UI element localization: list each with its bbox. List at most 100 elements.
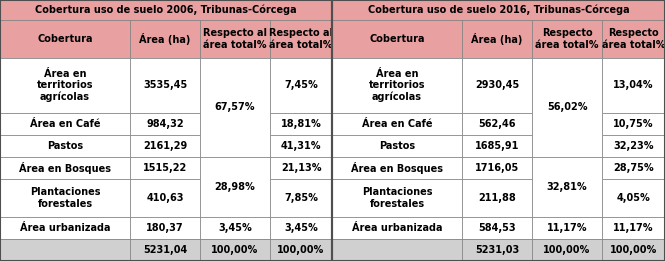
Text: Respecto
área total%: Respecto área total% — [602, 28, 665, 50]
Text: Pastos: Pastos — [47, 141, 83, 151]
Bar — [0, 217, 130, 239]
Bar — [270, 217, 332, 239]
Text: 7,85%: 7,85% — [284, 193, 318, 203]
Text: Respecto al
área total%: Respecto al área total% — [203, 28, 267, 50]
Bar — [0, 20, 130, 58]
Bar — [462, 113, 532, 135]
Text: 1685,91: 1685,91 — [475, 141, 519, 151]
Text: Cobertura: Cobertura — [37, 34, 92, 44]
Text: 2161,29: 2161,29 — [143, 141, 187, 151]
Text: 984,32: 984,32 — [146, 119, 184, 129]
Bar — [332, 239, 462, 261]
Bar — [270, 239, 332, 261]
Text: 11,17%: 11,17% — [613, 223, 654, 233]
Bar — [270, 157, 332, 179]
Text: Pastos: Pastos — [379, 141, 415, 151]
Text: 41,31%: 41,31% — [281, 141, 321, 151]
Text: 1716,05: 1716,05 — [475, 163, 519, 173]
Bar — [0, 157, 130, 179]
Text: 5231,03: 5231,03 — [475, 245, 519, 255]
Bar — [462, 135, 532, 157]
Text: 3,45%: 3,45% — [218, 223, 252, 233]
Text: 3535,45: 3535,45 — [143, 80, 187, 91]
Bar — [602, 239, 665, 261]
Bar — [130, 135, 200, 157]
Bar — [130, 20, 200, 58]
Bar — [602, 135, 665, 157]
Bar — [0, 0, 332, 261]
Bar — [332, 0, 665, 261]
Bar — [462, 217, 532, 239]
Bar — [200, 58, 270, 157]
Bar — [130, 239, 200, 261]
Text: Área urbanizada: Área urbanizada — [20, 223, 110, 233]
Bar — [270, 135, 332, 157]
Bar — [270, 58, 332, 113]
Bar — [462, 157, 532, 179]
Text: Plantaciones
forestales: Plantaciones forestales — [30, 187, 100, 209]
Bar — [130, 217, 200, 239]
Bar — [462, 20, 532, 58]
Text: Área en Bosques: Área en Bosques — [19, 162, 111, 174]
Bar — [0, 58, 130, 113]
Text: 28,98%: 28,98% — [215, 182, 255, 192]
Text: 584,53: 584,53 — [478, 223, 516, 233]
Bar — [532, 239, 602, 261]
Text: 562,46: 562,46 — [478, 119, 516, 129]
Bar — [332, 157, 462, 179]
Text: Cobertura uso de suelo 2016, Tribunas-Córcega: Cobertura uso de suelo 2016, Tribunas-Có… — [368, 5, 629, 15]
Text: 1515,22: 1515,22 — [143, 163, 187, 173]
Bar — [200, 157, 270, 217]
Text: 100,00%: 100,00% — [277, 245, 325, 255]
Bar — [0, 179, 130, 217]
Bar — [200, 217, 270, 239]
Text: 10,75%: 10,75% — [613, 119, 654, 129]
Bar — [270, 113, 332, 135]
Bar — [532, 58, 602, 157]
Bar — [462, 179, 532, 217]
Text: Área urbanizada: Área urbanizada — [352, 223, 442, 233]
Bar — [130, 58, 200, 113]
Bar — [200, 20, 270, 58]
Bar — [602, 20, 665, 58]
Text: 180,37: 180,37 — [146, 223, 184, 233]
Text: 4,05%: 4,05% — [616, 193, 650, 203]
Bar — [332, 217, 462, 239]
Text: 28,75%: 28,75% — [613, 163, 654, 173]
Text: 3,45%: 3,45% — [284, 223, 318, 233]
Bar — [602, 217, 665, 239]
Bar — [130, 113, 200, 135]
Bar — [0, 239, 130, 261]
Text: 11,17%: 11,17% — [547, 223, 587, 233]
Text: Respecto
área total%: Respecto área total% — [535, 28, 598, 50]
Bar — [332, 58, 462, 113]
Bar — [0, 135, 130, 157]
Bar — [270, 20, 332, 58]
Bar — [332, 0, 665, 20]
Bar — [130, 157, 200, 179]
Text: Área en Café: Área en Café — [362, 119, 432, 129]
Text: Cobertura uso de suelo 2006, Tribunas-Córcega: Cobertura uso de suelo 2006, Tribunas-Có… — [35, 5, 297, 15]
Text: Área en Café: Área en Café — [30, 119, 100, 129]
Text: Área (ha): Área (ha) — [471, 33, 523, 45]
Bar — [0, 0, 332, 20]
Bar — [130, 179, 200, 217]
Text: Plantaciones
forestales: Plantaciones forestales — [362, 187, 432, 209]
Text: 100,00%: 100,00% — [211, 245, 259, 255]
Text: 67,57%: 67,57% — [215, 103, 255, 112]
Text: Respecto al
área total%: Respecto al área total% — [269, 28, 333, 50]
Bar — [200, 239, 270, 261]
Bar — [0, 113, 130, 135]
Bar — [462, 58, 532, 113]
Bar — [270, 179, 332, 217]
Bar — [332, 113, 462, 135]
Bar — [602, 157, 665, 179]
Bar — [602, 113, 665, 135]
Text: 7,45%: 7,45% — [284, 80, 318, 91]
Text: 5231,04: 5231,04 — [143, 245, 187, 255]
Text: Cobertura: Cobertura — [369, 34, 425, 44]
Text: Área en Bosques: Área en Bosques — [351, 162, 443, 174]
Bar — [332, 20, 462, 58]
Text: 410,63: 410,63 — [146, 193, 184, 203]
Text: Área en
territorios
agrícolas: Área en territorios agrícolas — [369, 69, 425, 102]
